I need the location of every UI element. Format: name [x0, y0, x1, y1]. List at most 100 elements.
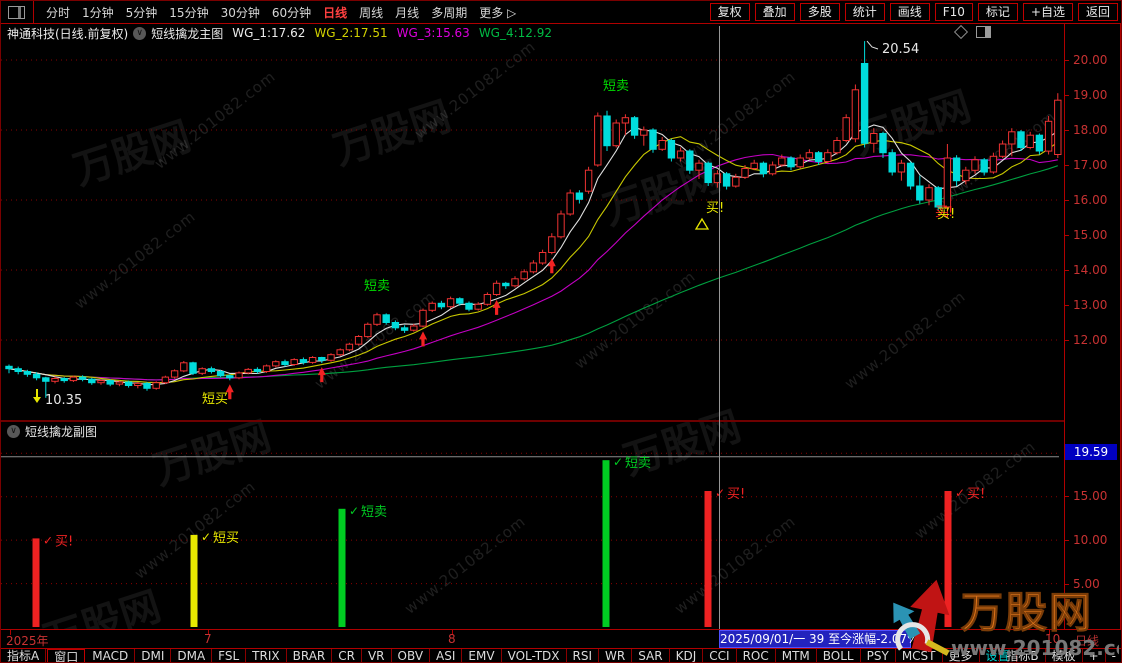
menu-item[interactable]: 5分钟	[125, 5, 158, 20]
diamond-icon[interactable]	[953, 24, 969, 40]
toolbar-item[interactable]: DMA	[171, 649, 213, 662]
toolbar-item[interactable]: 模板	[1044, 649, 1082, 662]
split-window-icon[interactable]	[976, 26, 991, 38]
toolbar-item[interactable]: 指标B	[999, 649, 1044, 662]
chevron-down-circle-icon[interactable]	[133, 26, 147, 40]
candle-body	[152, 382, 160, 389]
toolbar-item[interactable]: VOL-TDX	[502, 649, 567, 662]
candle-body	[5, 365, 13, 370]
candle-body	[538, 252, 547, 264]
toolbar-item[interactable]: BRAR	[287, 649, 333, 662]
menu-item[interactable]: 15分钟	[169, 5, 209, 20]
candle-body	[640, 129, 648, 136]
crosshair-line[interactable]	[719, 26, 720, 629]
toolbar-item[interactable]: KDJ	[670, 649, 704, 662]
candle-body	[980, 159, 988, 173]
toolbar-item[interactable]: PSY	[861, 649, 896, 662]
signal-check-icon: ✓	[955, 486, 965, 500]
toolbar-item[interactable]: VR	[362, 649, 392, 662]
toolbar-item[interactable]: ROC	[737, 649, 776, 662]
toolbar-item[interactable]: -	[1104, 649, 1121, 662]
menu-button[interactable]: 返回	[1077, 3, 1118, 21]
candle-body	[272, 361, 280, 367]
menu-button[interactable]: 叠加	[754, 3, 795, 21]
toolbar-item[interactable]: OBV	[392, 649, 431, 662]
menu-item[interactable]: 60分钟	[271, 5, 312, 20]
toolbar-item[interactable]: SAR	[632, 649, 670, 662]
menu-item[interactable]: 月线	[395, 5, 420, 20]
toolbar-item[interactable]: BOLL	[817, 649, 861, 662]
buy-arrow-icon	[419, 331, 427, 347]
menu-item[interactable]: 日线	[323, 5, 348, 20]
candle-body	[1054, 99, 1062, 155]
menu-item[interactable]: 分时	[46, 5, 71, 20]
menu-button[interactable]: 标记	[977, 3, 1018, 21]
menu-item[interactable]: 多周期	[431, 5, 468, 20]
subchart-indicator-name[interactable]: 短线擒龙副图	[25, 425, 98, 439]
time-axis-label: 8	[448, 632, 456, 646]
menu-button[interactable]: 统计	[844, 3, 885, 21]
candle-body	[805, 152, 814, 159]
toolbar-item[interactable]: MCST	[896, 649, 943, 662]
candle-body	[207, 368, 216, 373]
menu-button[interactable]: 复权	[709, 3, 750, 21]
candle-body	[400, 327, 409, 331]
candle-body	[345, 343, 354, 351]
buy-arrow-icon	[547, 258, 556, 274]
signal-bar	[338, 508, 346, 627]
stock-title[interactable]: 神通科技(日线.前复权)	[7, 26, 129, 41]
candle-body	[888, 152, 896, 173]
toolbar-item[interactable]: DMI	[135, 649, 172, 662]
toolbar-item[interactable]: ASI	[430, 649, 463, 662]
menu-button[interactable]: 画线	[889, 3, 930, 21]
window-split-icon[interactable]	[8, 5, 25, 19]
candle-body	[244, 368, 252, 374]
candle-body	[327, 354, 335, 361]
menu-item[interactable]: 1分钟	[82, 5, 114, 20]
chevron-down-circle-icon[interactable]	[7, 425, 20, 438]
toolbar-item[interactable]: MACD	[86, 649, 136, 662]
candle-body	[290, 359, 298, 366]
toolbar-item[interactable]: MTM	[776, 649, 817, 662]
candle-body	[750, 162, 758, 169]
price-axis-label: 20.00	[1073, 53, 1108, 67]
toolbar-item[interactable]: TRIX	[246, 649, 287, 662]
toolbar-item[interactable]: 窗口	[47, 649, 86, 662]
candle-body	[520, 271, 528, 280]
candle-body	[511, 278, 519, 287]
menu-item[interactable]: 更多 ▷	[479, 5, 517, 20]
candle-body	[446, 298, 455, 308]
toolbar-item[interactable]: CCI	[703, 649, 737, 662]
price-axis-label: 17.00	[1073, 158, 1108, 172]
toolbar-item[interactable]: EMV	[462, 649, 502, 662]
toolbar-item[interactable]: WR	[599, 649, 633, 662]
signal-subchart[interactable]: ✓ 买! ✓ 短买✓ 短卖✓ 短卖✓ 买! ✓ 买!	[1, 441, 1061, 629]
toolbar-item[interactable]: 设置	[980, 649, 1017, 662]
menu-item[interactable]: 30分钟	[220, 5, 260, 20]
chart-divider[interactable]	[1, 420, 1064, 422]
toolbar-item[interactable]: 指标A	[1, 649, 47, 662]
main-indicator-name[interactable]: 短线擒龙主图	[151, 26, 224, 41]
candle-body	[594, 115, 602, 166]
buy-arrow-icon	[225, 384, 234, 400]
candle-body	[410, 325, 418, 331]
price-axis-label: 15.00	[1073, 228, 1108, 242]
menu-button[interactable]: F10	[934, 3, 973, 21]
toolbar-item[interactable]: +	[1081, 649, 1105, 662]
toolbar-item[interactable]: RSI	[567, 649, 600, 662]
signal-bar	[944, 491, 952, 627]
value-axis-label: 15.00	[1073, 489, 1108, 503]
candle-body	[704, 162, 712, 183]
candle-body	[557, 213, 565, 238]
toolbar-item[interactable]: FSL	[212, 649, 247, 662]
toolbar-item[interactable]: CR	[332, 649, 362, 662]
menu-button[interactable]: 多股	[799, 3, 840, 21]
menu-button[interactable]: +自选	[1022, 3, 1073, 21]
candle-body	[833, 140, 841, 154]
menu-item[interactable]: 周线	[359, 5, 384, 20]
candle-body	[456, 298, 464, 304]
toolbar-item[interactable]: 更多	[943, 649, 980, 662]
candle-body	[437, 302, 446, 308]
candle-body	[612, 122, 620, 147]
